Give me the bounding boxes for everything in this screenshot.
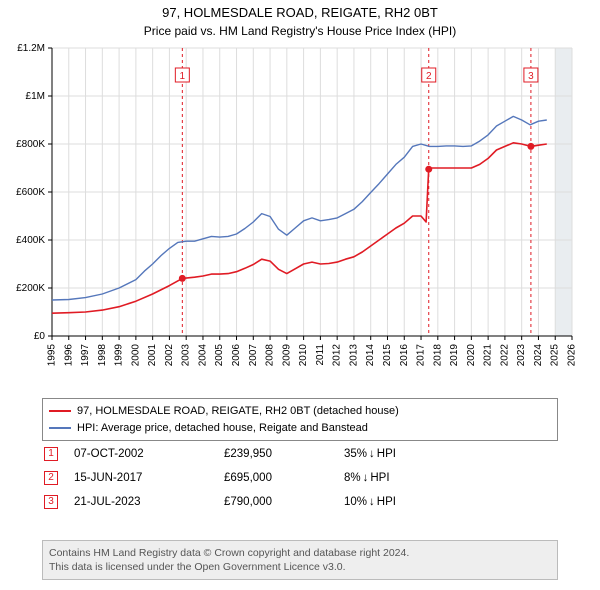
attribution-footer: Contains HM Land Registry data © Crown c… bbox=[42, 540, 558, 580]
svg-text:2004: 2004 bbox=[197, 344, 208, 367]
event-date: 15-JUN-2017 bbox=[74, 472, 224, 484]
svg-text:3: 3 bbox=[528, 71, 534, 82]
chart-title: 97, HOLMESDALE ROAD, REIGATE, RH2 0BT bbox=[0, 0, 600, 22]
svg-text:1998: 1998 bbox=[97, 344, 108, 367]
svg-text:2019: 2019 bbox=[449, 344, 460, 367]
svg-text:2003: 2003 bbox=[181, 344, 192, 367]
down-arrow-icon: ↓ bbox=[369, 496, 375, 508]
svg-text:1996: 1996 bbox=[63, 344, 74, 367]
legend-label: HPI: Average price, detached house, Reig… bbox=[77, 420, 368, 437]
legend: 97, HOLMESDALE ROAD, REIGATE, RH2 0BT (d… bbox=[42, 398, 558, 441]
svg-text:2: 2 bbox=[426, 71, 432, 82]
footer-line: This data is licensed under the Open Gov… bbox=[49, 560, 551, 574]
event-badge: 1 bbox=[44, 447, 58, 461]
svg-text:2025: 2025 bbox=[550, 344, 561, 367]
svg-text:2009: 2009 bbox=[281, 344, 292, 367]
svg-text:£800K: £800K bbox=[16, 139, 45, 150]
svg-text:2000: 2000 bbox=[130, 344, 141, 367]
svg-text:2022: 2022 bbox=[499, 344, 510, 367]
svg-text:2015: 2015 bbox=[382, 344, 393, 367]
legend-swatch bbox=[49, 410, 71, 412]
event-price: £239,950 bbox=[224, 448, 344, 460]
svg-text:£200K: £200K bbox=[16, 283, 45, 294]
svg-text:2020: 2020 bbox=[466, 344, 477, 367]
svg-text:1995: 1995 bbox=[47, 344, 58, 367]
events-table: 1 07-OCT-2002 £239,950 35% ↓ HPI 2 15-JU… bbox=[42, 442, 558, 514]
event-price: £695,000 bbox=[224, 472, 344, 484]
svg-text:2002: 2002 bbox=[164, 344, 175, 367]
svg-text:£600K: £600K bbox=[16, 187, 45, 198]
down-arrow-icon: ↓ bbox=[363, 472, 369, 484]
svg-text:1: 1 bbox=[180, 71, 186, 82]
delta-vs: HPI bbox=[377, 448, 396, 460]
svg-text:2001: 2001 bbox=[147, 344, 158, 367]
event-badge: 2 bbox=[44, 471, 58, 485]
table-row: 3 21-JUL-2023 £790,000 10% ↓ HPI bbox=[42, 490, 558, 514]
svg-text:£400K: £400K bbox=[16, 235, 45, 246]
svg-text:£1M: £1M bbox=[26, 91, 45, 102]
event-price: £790,000 bbox=[224, 496, 344, 508]
svg-text:2016: 2016 bbox=[399, 344, 410, 367]
svg-text:2014: 2014 bbox=[365, 344, 376, 367]
svg-text:2017: 2017 bbox=[416, 344, 427, 367]
figure-frame: 97, HOLMESDALE ROAD, REIGATE, RH2 0BT Pr… bbox=[0, 0, 600, 590]
chart-subtitle: Price paid vs. HM Land Registry's House … bbox=[0, 24, 600, 38]
footer-line: Contains HM Land Registry data © Crown c… bbox=[49, 546, 551, 560]
down-arrow-icon: ↓ bbox=[369, 448, 375, 460]
svg-text:2018: 2018 bbox=[432, 344, 443, 367]
svg-text:2010: 2010 bbox=[298, 344, 309, 367]
event-delta: 8% ↓ HPI bbox=[344, 472, 390, 484]
delta-pct: 10% bbox=[344, 496, 367, 508]
svg-text:2008: 2008 bbox=[265, 344, 276, 367]
legend-item: HPI: Average price, detached house, Reig… bbox=[49, 420, 551, 437]
svg-text:2007: 2007 bbox=[248, 344, 259, 367]
svg-text:2012: 2012 bbox=[332, 344, 343, 367]
table-row: 1 07-OCT-2002 £239,950 35% ↓ HPI bbox=[42, 442, 558, 466]
chart-svg: £0 £200K £400K £600K £800K £1M £1.2M 1995 1996 19… bbox=[0, 40, 600, 390]
delta-pct: 35% bbox=[344, 448, 367, 460]
svg-text:2023: 2023 bbox=[516, 344, 527, 367]
delta-vs: HPI bbox=[377, 496, 396, 508]
svg-text:2013: 2013 bbox=[348, 344, 359, 367]
svg-text:2011: 2011 bbox=[315, 344, 326, 366]
svg-text:1997: 1997 bbox=[80, 344, 91, 367]
svg-text:2005: 2005 bbox=[214, 344, 225, 367]
legend-swatch bbox=[49, 427, 71, 429]
svg-text:2021: 2021 bbox=[483, 344, 494, 367]
legend-label: 97, HOLMESDALE ROAD, REIGATE, RH2 0BT (d… bbox=[77, 403, 399, 420]
event-delta: 10% ↓ HPI bbox=[344, 496, 396, 508]
svg-text:2026: 2026 bbox=[567, 344, 578, 367]
delta-vs: HPI bbox=[370, 472, 389, 484]
svg-text:£0: £0 bbox=[34, 331, 46, 342]
chart-area: £0 £200K £400K £600K £800K £1M £1.2M 1995 1996 19… bbox=[0, 40, 600, 390]
legend-item: 97, HOLMESDALE ROAD, REIGATE, RH2 0BT (d… bbox=[49, 403, 551, 420]
event-delta: 35% ↓ HPI bbox=[344, 448, 396, 460]
svg-text:£1.2M: £1.2M bbox=[17, 43, 45, 54]
event-date: 21-JUL-2023 bbox=[74, 496, 224, 508]
svg-text:2006: 2006 bbox=[231, 344, 242, 367]
delta-pct: 8% bbox=[344, 472, 361, 484]
svg-text:1999: 1999 bbox=[114, 344, 125, 367]
event-date: 07-OCT-2002 bbox=[74, 448, 224, 460]
table-row: 2 15-JUN-2017 £695,000 8% ↓ HPI bbox=[42, 466, 558, 490]
event-badge: 3 bbox=[44, 495, 58, 509]
svg-text:2024: 2024 bbox=[533, 344, 544, 367]
